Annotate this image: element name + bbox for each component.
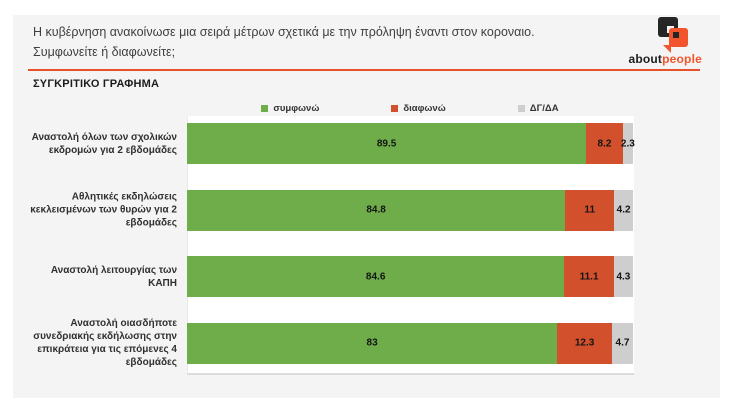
bar-segment: 84.6 [187,256,565,298]
legend-label: διαφωνώ [403,102,446,114]
bar-segment: 11 [565,189,615,231]
stacked-bar: 84.8 11 4.2 [187,189,633,231]
bar-value-label: 83 [366,337,378,349]
bar-segment: 4.7 [612,322,633,364]
category-label: Αναστολή λειτουργίας των ΚΑΠΗ [50,264,177,289]
legend-label: ΔΓ/ΔΑ [529,102,559,114]
legend-item: ΔΓ/ΔΑ [517,102,559,114]
chart-row: Αναστολή οιασδήποτε συνεδριακής εκδήλωση… [21,318,633,368]
bar-value-label: 8.2 [597,138,612,149]
stacked-bar: 83 12.3 4.7 [187,322,633,364]
bar-segment: 84.8 [187,189,566,231]
bar-value-label: 4.7 [615,337,630,349]
bar-value-label: 11 [584,204,596,216]
legend-swatch-icon [517,104,525,112]
slide-panel: Η κυβέρνηση ανακοίνωσε μια σειρά μέτρων … [13,15,720,398]
stacked-bar: 84.6 11.1 4.3 [187,256,633,298]
bar-value-label: 11.1 [579,271,599,283]
category-label: Αθλητικές εκδηλώσεις κεκλεισμένων των θυ… [30,191,177,229]
bar-segment: 8.2 [586,123,623,164]
chart-legend: συμφωνώ διαφωνώ ΔΓ/ΔΑ [187,101,633,115]
legend-swatch-icon [261,104,269,112]
bar-value-label: 2.3 [620,138,635,149]
category-label: Αναστολή οιασδήποτε συνεδριακής εκδήλωση… [33,318,177,369]
category-label: Αναστολή όλων των σχολικών εκδρομών για … [31,131,177,156]
bar-segment: 2.3 [620,123,635,164]
header-rule [28,69,700,71]
question-title-line1: Η κυβέρνηση ανακοίνωσε μια σειρά μέτρων … [33,25,535,39]
bar-segment: 4.2 [614,189,633,231]
chart-row: Αναστολή λειτουργίας των ΚΑΠΗ 84.6 11.1 4.3 [21,256,633,298]
bar-value-label: 89.5 [376,138,397,149]
bar-segment: 83 [187,322,558,364]
bar-value-label: 12.3 [574,337,595,349]
legend-item: διαφωνώ [391,102,446,114]
logo-wordmark: aboutpeople [628,52,702,66]
legend-swatch-icon [391,104,399,112]
bar-segment: 11.1 [564,256,614,298]
question-title-line2: Συμφωνείτε ή διαφωνείτε; [33,44,176,59]
bar-value-label: 84.8 [366,204,386,216]
legend-item: συμφωνώ [261,103,319,114]
question-title: Η κυβέρνηση ανακοίνωσε μια σειρά μέτρων … [33,23,633,62]
chart-rows: Αναστολή όλων των σχολικών εκδρομών για … [13,15,720,398]
bar-value-label: 4.3 [616,271,631,283]
chart-row: Αναστολή όλων των σχολικών εκδρομών για … [21,123,635,164]
bar-segment: 12.3 [557,322,613,364]
aboutpeople-logo: aboutpeople [610,15,702,67]
speech-bubbles-icon [652,17,690,53]
chart-row: Αθλητικές εκδηλώσεις κεκλεισμένων των θυ… [21,189,633,231]
bar-segment: 89.5 [187,123,587,164]
bar-segment: 4.3 [613,256,633,298]
bar-value-label: 84.6 [365,271,386,283]
legend-label: συμφωνώ [273,102,320,114]
section-title: ΣΥΓΚΡΙΤΙΚΟ ΓΡΑΦΗΜΑ [33,78,160,90]
stacked-bar: 89.5 8.2 2.3 [187,123,635,164]
bar-value-label: 4.2 [616,204,631,216]
